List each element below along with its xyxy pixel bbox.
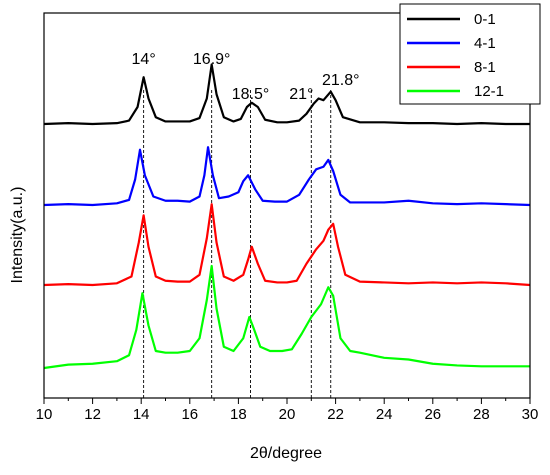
x-axis-title: 2θ/degree [250,445,322,462]
x-tick-label-30: 30 [522,406,539,423]
peak-label-3: 21° [289,86,313,103]
legend: 0-1 4-1 8-1 12-1 [399,3,541,105]
x-tick-label-22: 22 [327,406,344,423]
legend-label-0-1: 0-1 [474,11,496,28]
legend-label-4-1: 4-1 [474,35,496,52]
y-axis-title: Intensity(a.u.) [9,187,26,284]
series-line-8-1 [43,203,531,287]
peak-label-1: 16.9° [193,51,231,68]
x-tick-label-18: 18 [230,406,247,423]
legend-label-8-1: 8-1 [474,59,496,76]
peak-label-2: 18.5° [232,86,270,103]
x-tick-label-14: 14 [133,406,150,423]
x-tick-label-16: 16 [181,406,198,423]
peak-label-4: 21.8° [322,72,360,89]
x-tick-label-28: 28 [473,406,490,423]
x-tick-label-24: 24 [376,406,393,423]
x-tick-label-26: 26 [424,406,441,423]
x-tick-label-10: 10 [36,406,53,423]
peak-label-0: 14° [132,51,156,68]
series-line-0-1 [43,63,530,126]
x-tick-label-12: 12 [84,406,101,423]
series-line-12-1 [43,264,530,370]
series-line-4-1 [43,146,531,207]
x-tick-label-20: 20 [279,406,296,423]
legend-box [399,3,541,105]
plot-area: 14° 16.9° 18.5° 21° 21.8° [43,51,531,398]
axes: 10 12 14 16 18 20 22 24 26 28 30 [36,12,539,423]
legend-label-12-1: 12-1 [474,83,504,100]
